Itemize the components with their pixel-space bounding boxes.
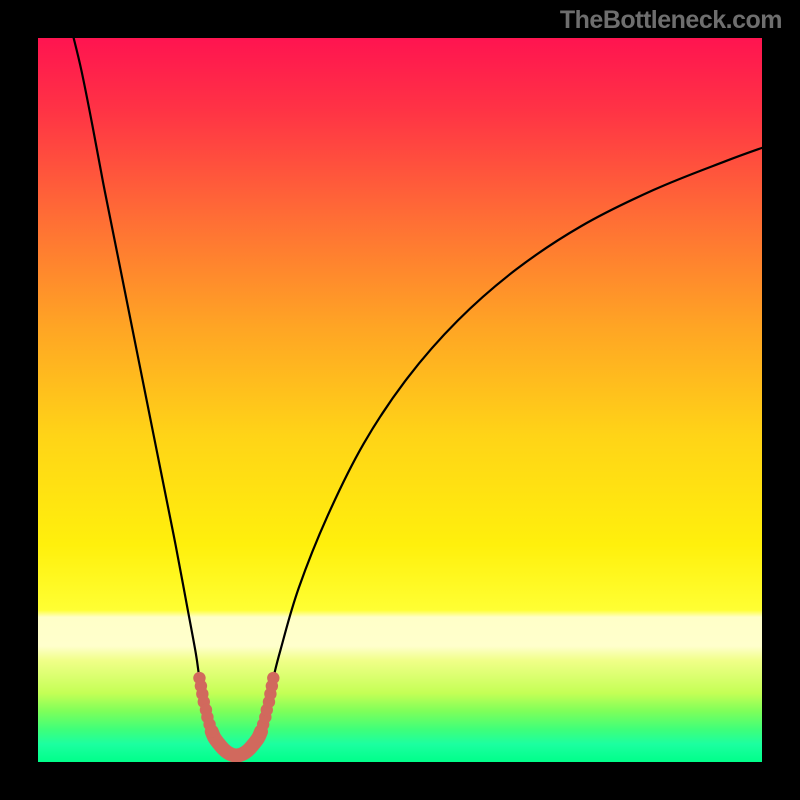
watermark-text: TheBottleneck.com — [560, 6, 782, 35]
chart-markers-svg — [38, 38, 762, 762]
marker-dot — [267, 672, 279, 684]
marker-dot — [206, 725, 218, 737]
marker-group-right — [255, 672, 280, 738]
chart-plot-area — [38, 38, 762, 762]
marker-group-left — [193, 672, 218, 738]
marker-bottom-cap — [212, 732, 261, 756]
